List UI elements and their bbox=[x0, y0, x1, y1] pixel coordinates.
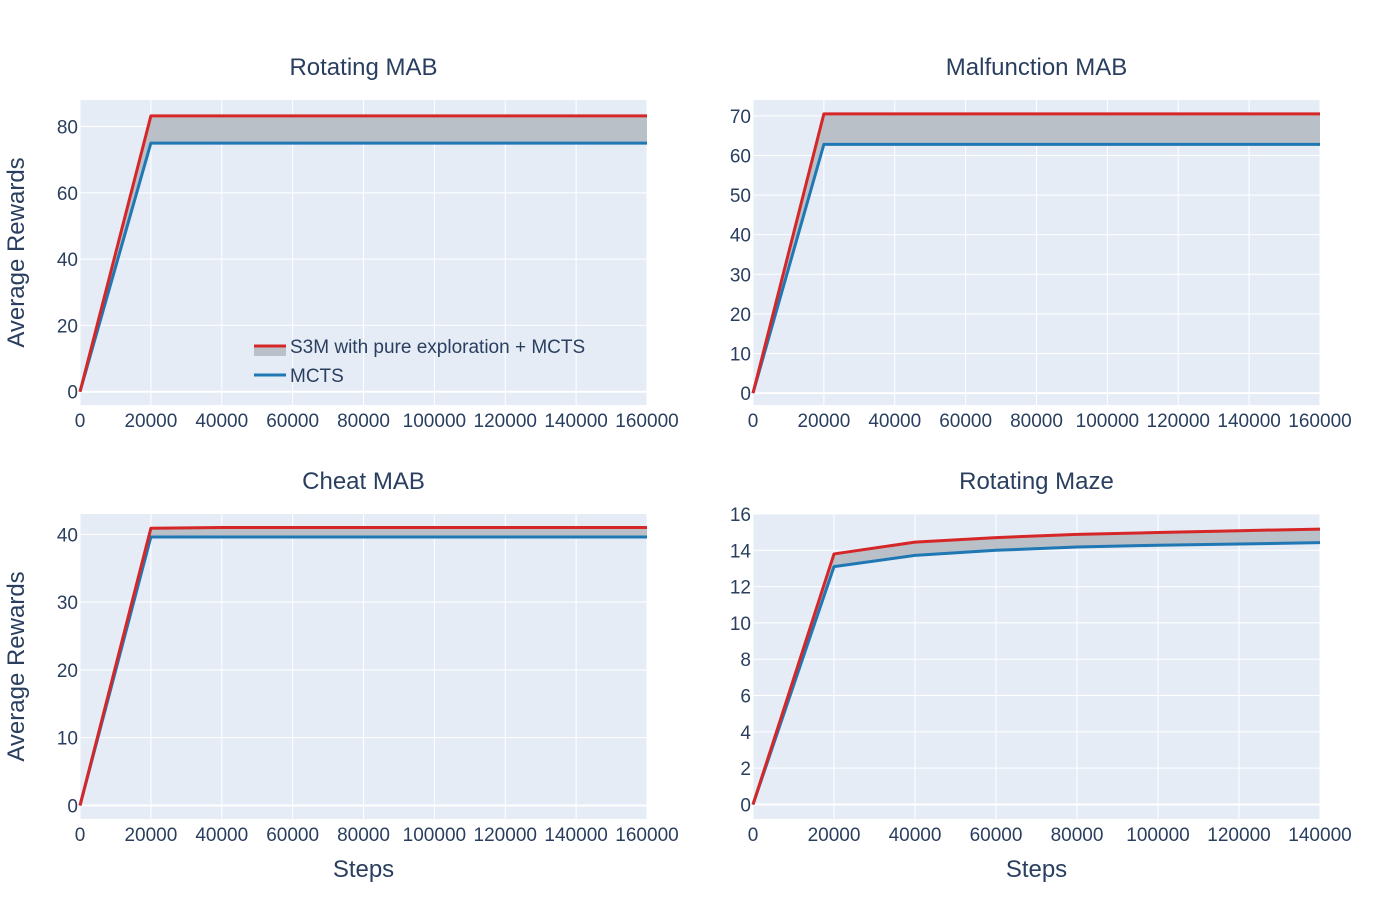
subplot-3: 0 20000 40000 60000 80000 100000 120000 140000 1… bbox=[3, 468, 679, 883]
subplot-title: Malfunction MAB bbox=[946, 54, 1127, 81]
x-tick-label: 120000 bbox=[1147, 411, 1210, 432]
y-tick-label: 0 bbox=[67, 383, 78, 404]
subplot-title: Rotating MAB bbox=[289, 54, 437, 81]
x-tick-label: 160000 bbox=[615, 825, 678, 846]
x-axis-label: Steps bbox=[1006, 856, 1067, 883]
band-between-series bbox=[753, 113, 1320, 394]
x-tick-label: 120000 bbox=[474, 825, 537, 846]
series-line-s3m[interactable] bbox=[751, 527, 1321, 805]
y-tick-label: 50 bbox=[730, 186, 751, 207]
x-tick-label: 160000 bbox=[615, 411, 678, 432]
y-tick-label: 0 bbox=[740, 384, 751, 405]
y-tick-label: 14 bbox=[730, 541, 752, 562]
x-tick-label: 100000 bbox=[1076, 411, 1139, 432]
y-tick-label: 20 bbox=[57, 316, 78, 337]
y-tick-label: 16 bbox=[730, 505, 751, 526]
legend-label-mcts: MCTS bbox=[290, 366, 344, 387]
y-tick-label: 6 bbox=[740, 687, 751, 708]
y-tick-label: 10 bbox=[730, 345, 751, 366]
x-axis-label: Steps bbox=[333, 856, 394, 883]
series-line-s3m[interactable] bbox=[78, 526, 647, 806]
series-line-mcts[interactable] bbox=[751, 142, 1320, 394]
subplot-title: Rotating Maze bbox=[959, 468, 1114, 495]
y-tick-label: 12 bbox=[730, 578, 751, 599]
y-tick-label: 30 bbox=[57, 593, 78, 614]
subplot-title: Cheat MAB bbox=[302, 468, 425, 495]
x-tick-label: 80000 bbox=[1010, 411, 1063, 432]
series-line-mcts[interactable] bbox=[78, 141, 647, 393]
x-tick-label: 100000 bbox=[403, 825, 466, 846]
x-tick-label: 60000 bbox=[266, 825, 319, 846]
x-tick-label: 40000 bbox=[889, 825, 942, 846]
y-tick-label: 60 bbox=[730, 146, 751, 167]
x-tick-label: 140000 bbox=[1217, 411, 1280, 432]
x-tick-label: 80000 bbox=[337, 411, 390, 432]
y-tick-label: 70 bbox=[730, 107, 751, 128]
y-tick-label: 40 bbox=[57, 525, 78, 546]
legend-entry-s3m[interactable]: S3M with pure exploration + MCTS bbox=[254, 337, 585, 358]
y-tick-label: 40 bbox=[57, 250, 78, 271]
x-tick-label: 0 bbox=[75, 825, 86, 846]
x-tick-label: 80000 bbox=[337, 825, 390, 846]
x-tick-label: 160000 bbox=[1288, 411, 1351, 432]
subplot-1: 0 20000 40000 60000 80000 100000 120000 140000 1… bbox=[3, 54, 679, 432]
legend-band-swatch bbox=[254, 346, 286, 356]
x-tick-label: 60000 bbox=[266, 411, 319, 432]
x-tick-label: 100000 bbox=[1126, 825, 1189, 846]
series-line-mcts[interactable] bbox=[78, 535, 647, 806]
x-tick-label: 0 bbox=[748, 411, 759, 432]
y-tick-label: 20 bbox=[57, 661, 78, 682]
x-tick-label: 60000 bbox=[939, 411, 992, 432]
y-tick-label: 0 bbox=[740, 795, 751, 816]
x-tick-label: 20000 bbox=[124, 825, 177, 846]
legend-label-s3m: S3M with pure exploration + MCTS bbox=[290, 337, 585, 358]
x-tick-label: 140000 bbox=[1288, 825, 1351, 846]
subplot-panels: 0 20000 40000 60000 80000 100000 120000 140000 1… bbox=[3, 54, 1352, 883]
y-tick-label: 2 bbox=[740, 759, 751, 780]
x-tick-label: 0 bbox=[75, 411, 86, 432]
x-tick-label: 20000 bbox=[808, 825, 861, 846]
x-tick-label: 20000 bbox=[797, 411, 850, 432]
y-tick-label: 4 bbox=[740, 723, 751, 744]
subplot-2: 0 20000 40000 60000 80000 100000 120000 140000 1… bbox=[730, 54, 1352, 432]
x-tick-label: 120000 bbox=[474, 411, 537, 432]
x-tick-label: 80000 bbox=[1051, 825, 1104, 846]
y-tick-label: 20 bbox=[730, 305, 751, 326]
series-line-s3m[interactable] bbox=[751, 112, 1320, 394]
x-tick-label: 40000 bbox=[195, 411, 248, 432]
x-tick-label: 40000 bbox=[195, 825, 248, 846]
y-tick-label: 60 bbox=[57, 184, 78, 205]
series-line-s3m[interactable] bbox=[78, 114, 647, 393]
x-tick-label: 20000 bbox=[124, 411, 177, 432]
x-tick-label: 120000 bbox=[1207, 825, 1270, 846]
x-tick-label: 140000 bbox=[544, 411, 607, 432]
series-line-mcts[interactable] bbox=[751, 541, 1321, 805]
y-axis-label: Average Rewards bbox=[3, 571, 30, 761]
x-tick-label: 40000 bbox=[868, 411, 921, 432]
subplot-4: 0 20000 40000 60000 80000 100000 120000 140000 0… bbox=[730, 468, 1352, 883]
y-tick-label: 40 bbox=[730, 226, 751, 247]
y-tick-label: 80 bbox=[57, 118, 78, 139]
legend-entry-mcts[interactable]: MCTS bbox=[254, 366, 344, 387]
y-tick-label: 0 bbox=[67, 796, 78, 817]
x-tick-label: 0 bbox=[748, 825, 759, 846]
y-axis-label: Average Rewards bbox=[3, 157, 30, 347]
y-tick-label: 10 bbox=[57, 729, 78, 750]
y-tick-label: 10 bbox=[730, 614, 751, 635]
y-tick-label: 30 bbox=[730, 265, 751, 286]
x-tick-label: 100000 bbox=[403, 411, 466, 432]
x-tick-label: 60000 bbox=[970, 825, 1023, 846]
x-tick-label: 140000 bbox=[544, 825, 607, 846]
y-tick-label: 8 bbox=[740, 650, 751, 671]
legend: S3M with pure exploration + MCTS MCTS bbox=[254, 337, 585, 387]
